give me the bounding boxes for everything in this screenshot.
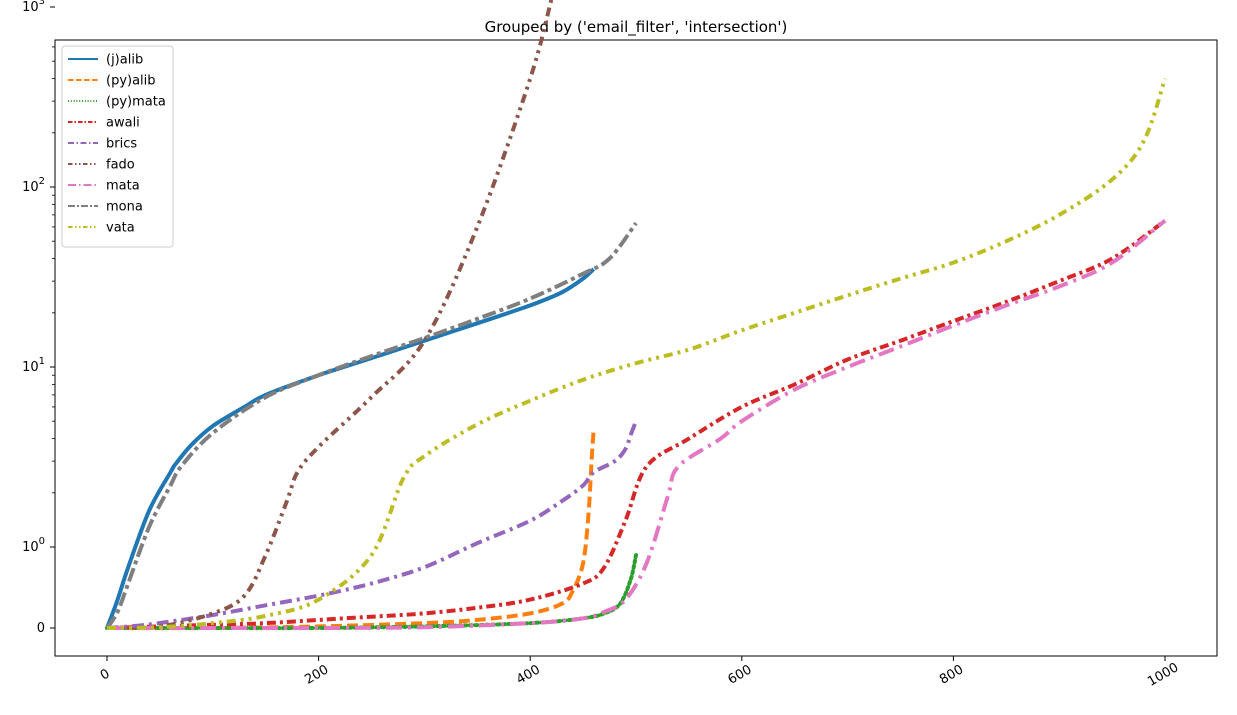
legend-box: [61, 45, 174, 248]
legend: (j)alib (py)alib (py)mata awali brics fado mat…: [61, 45, 174, 248]
x-tick-label: 800: [937, 662, 966, 687]
series-line-vata: [106, 77, 1167, 630]
series-layer: [105, 0, 1167, 631]
x-tick-label: 400: [514, 662, 543, 687]
x-axis: 0 200 400 600 800 1000: [98, 656, 1181, 690]
series-line-fado: [106, 0, 554, 630]
series-line-mata: [107, 219, 1167, 631]
y-tick-label: 101: [22, 356, 45, 375]
y-axis: 0 100 101 102 103: [22, 0, 55, 636]
legend-label: fado: [106, 158, 135, 173]
x-tick-label: 600: [726, 662, 755, 687]
legend-label: brics: [106, 137, 137, 152]
legend-label: (py)alib: [106, 74, 156, 89]
x-tick-label: 1000: [1145, 660, 1181, 690]
series-line-mona: [105, 221, 638, 630]
plot-frame: [54, 39, 1218, 657]
legend-label: awali: [106, 116, 140, 131]
x-tick-label: 200: [302, 662, 331, 687]
legend-label: vata: [106, 221, 135, 236]
x-tick-label: 0: [98, 666, 113, 683]
plot-area: [54, 39, 1218, 657]
legend-label: mata: [106, 179, 140, 194]
chart-title: Grouped by ('email_filter', 'intersectio…: [485, 18, 788, 37]
series-line-awali: [106, 219, 1167, 630]
y-tick-label: 0: [37, 621, 45, 636]
y-tick-label: 103: [22, 0, 45, 15]
legend-label: (py)mata: [106, 95, 166, 110]
y-tick-label: 100: [22, 536, 45, 555]
legend-label: (j)alib: [106, 53, 143, 68]
y-tick-label: 102: [22, 176, 45, 195]
series-line-j-alib: [105, 267, 596, 629]
legend-label: mona: [106, 200, 143, 215]
